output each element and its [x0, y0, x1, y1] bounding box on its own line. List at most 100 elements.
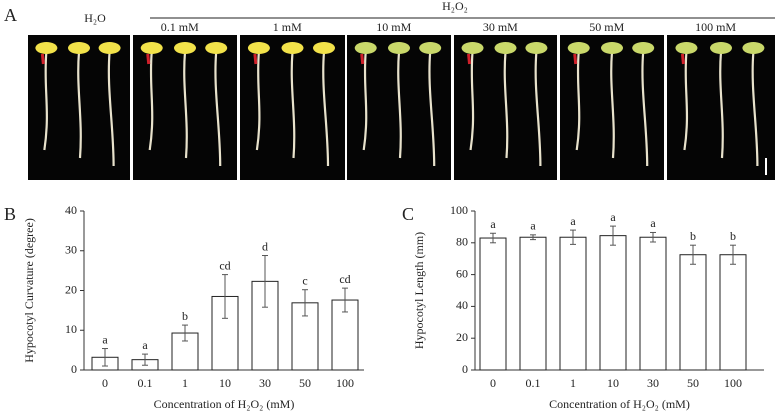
- error-bar: [222, 274, 228, 319]
- hypocotyl: [107, 51, 115, 167]
- hypocotyl: [362, 51, 368, 151]
- hook-mark: [680, 53, 685, 65]
- hook-mark: [573, 53, 578, 65]
- hypocotyl: [322, 51, 330, 167]
- x-tick-label: 0: [490, 376, 496, 390]
- significance-letter: a: [142, 338, 148, 352]
- cotyledon: [675, 42, 698, 54]
- error-bar: [650, 231, 656, 243]
- cotyledon: [98, 42, 121, 54]
- hypocotyl: [214, 51, 222, 167]
- column-label: 100 mM: [695, 20, 736, 34]
- bar: [559, 236, 587, 371]
- y-tick-label: 20: [65, 282, 77, 296]
- bar: [719, 254, 747, 371]
- hypocotyl: [43, 51, 48, 151]
- x-tick-label: 0.1: [138, 376, 153, 390]
- cotyledon: [525, 42, 548, 54]
- hypocotyl: [751, 51, 759, 167]
- column-label: 0.1 mM: [161, 20, 199, 34]
- column-label: 1 mM: [273, 20, 302, 34]
- y-axis-label: Hypocotyl Curvature (degree): [22, 218, 36, 363]
- significance-letter: b: [182, 309, 188, 323]
- x-tick-label: 1: [182, 376, 188, 390]
- significance-letter: c: [302, 273, 307, 287]
- y-tick-label: 40: [65, 203, 77, 217]
- hypocotyl: [290, 51, 296, 159]
- column-label: 10 mM: [376, 20, 411, 34]
- bar: [599, 235, 627, 371]
- hypocotyl: [469, 51, 475, 151]
- cotyledon: [174, 42, 196, 54]
- hook-mark: [253, 53, 258, 65]
- hypocotyl: [148, 51, 154, 151]
- y-tick-label: 60: [456, 266, 468, 280]
- cotyledon: [247, 42, 270, 54]
- panel-label: A: [4, 5, 17, 25]
- cotyledon: [281, 42, 304, 54]
- y-tick-label: 0: [462, 362, 468, 376]
- cotyledon: [601, 42, 623, 54]
- hypocotyl: [641, 51, 649, 167]
- significance-letter: a: [530, 219, 536, 233]
- significance-letter: cd: [219, 258, 230, 272]
- x-axis-label: Concentration of H₂O₂ (mM): [154, 397, 295, 411]
- hypocotyl: [719, 51, 724, 159]
- error-bar: [142, 353, 148, 366]
- x-tick-label: 10: [219, 376, 231, 390]
- y-tick-label: 80: [456, 235, 468, 249]
- significance-letter: a: [610, 210, 616, 224]
- significance-letter: b: [730, 229, 736, 243]
- cotyledon: [354, 42, 377, 54]
- error-bar: [102, 348, 108, 367]
- error-bar: [490, 232, 496, 244]
- x-tick-label: 0.1: [526, 376, 541, 390]
- column-label: 50 mM: [589, 20, 624, 34]
- cotyledon: [419, 42, 442, 54]
- cotyledon: [461, 42, 484, 54]
- hypocotyl: [534, 51, 542, 167]
- panel-label: C: [402, 204, 414, 224]
- error-bar: [530, 234, 536, 241]
- x-tick-label: 10: [607, 376, 619, 390]
- x-axis-label: Concentration of H₂O₂ (mM): [549, 397, 690, 411]
- hypocotyl: [397, 51, 402, 159]
- y-tick-label: 20: [456, 330, 468, 344]
- treatment-label: H₂O₂: [442, 0, 468, 13]
- x-tick-label: 0: [102, 376, 108, 390]
- error-bar: [570, 229, 576, 245]
- bar: [519, 236, 547, 371]
- cotyledon: [388, 42, 410, 54]
- error-bar: [182, 324, 188, 342]
- y-tick-label: 0: [71, 362, 77, 376]
- cotyledon: [205, 42, 228, 54]
- hook-mark: [360, 53, 365, 65]
- y-tick-label: 30: [65, 243, 77, 257]
- cotyledon: [494, 42, 517, 54]
- x-tick-label: 30: [259, 376, 271, 390]
- error-bar: [690, 244, 696, 265]
- cotyledon: [68, 42, 90, 54]
- hypocotyl: [610, 51, 615, 159]
- hypocotyl: [683, 51, 689, 151]
- hook-mark: [40, 53, 45, 65]
- error-bar: [342, 287, 348, 313]
- significance-letter: d: [262, 239, 268, 253]
- hypocotyl: [255, 51, 261, 151]
- bar: [479, 237, 507, 371]
- error-bar: [730, 244, 736, 265]
- x-tick-label: 1: [570, 376, 576, 390]
- y-tick-label: 40: [456, 298, 468, 312]
- x-tick-label: 30: [647, 376, 659, 390]
- hypocotyl: [77, 51, 82, 159]
- x-tick-label: 50: [687, 376, 699, 390]
- error-bar: [262, 255, 268, 308]
- hypocotyl: [428, 51, 436, 167]
- bar: [679, 254, 707, 371]
- significance-letter: a: [490, 217, 496, 231]
- cotyledon: [35, 42, 58, 54]
- cotyledon: [710, 42, 732, 54]
- error-bar: [302, 289, 308, 317]
- significance-letter: a: [570, 214, 576, 228]
